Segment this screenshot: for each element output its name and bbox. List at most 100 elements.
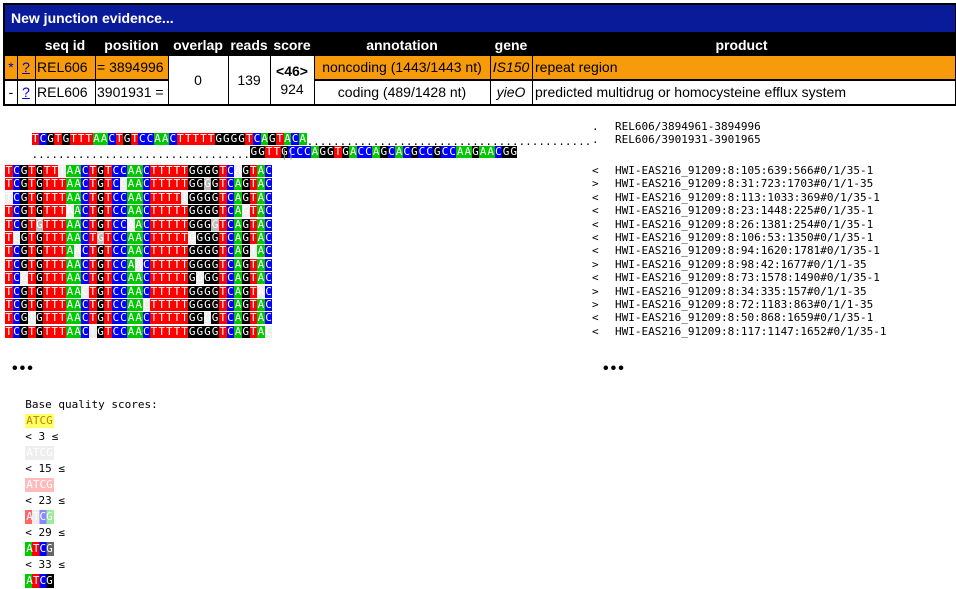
base-cell: C [226, 232, 235, 244]
base-cell: G [35, 218, 44, 231]
base-cell: G [203, 325, 212, 338]
base-cell: T [165, 325, 174, 338]
base-cell: A [66, 325, 74, 338]
base-cell: C [111, 325, 120, 338]
base-cell: T [218, 285, 227, 298]
base-cell: A [73, 245, 82, 258]
base-cell: T [5, 245, 13, 258]
base-cell: C [107, 133, 116, 145]
base-cell: T [249, 165, 258, 177]
read-sequence: TCGTGTTTAACTGTCCAACTTTTTGGGGTCAGTAC [5, 299, 273, 311]
base-cell: A [257, 258, 265, 271]
help-link[interactable]: ? [22, 59, 30, 75]
base-cell: T [5, 299, 13, 311]
base-cell: T [218, 258, 227, 271]
base-cell: T [157, 245, 166, 258]
base-cell: C [264, 205, 273, 218]
read-label: HWI-EAS216_91209:8:106:53:1350#0/1/35-1 [615, 231, 874, 244]
base-cell: C [119, 165, 128, 177]
base-cell: G [20, 312, 28, 325]
base-cell: T [27, 178, 36, 191]
base-cell: G [96, 232, 105, 244]
base-cell: T [27, 285, 36, 298]
base-cell: G [96, 165, 105, 177]
base-cell: C [146, 133, 154, 145]
base-cell: T [50, 205, 59, 218]
base-cell: C [142, 232, 151, 244]
base-cell: T [89, 312, 97, 325]
dash-marker: - [8, 84, 14, 100]
base-cell: A [234, 272, 242, 285]
base-cell: T [27, 205, 36, 218]
base-cell: G [241, 272, 250, 285]
base-cell: A [298, 133, 307, 145]
base-cell: T [150, 325, 158, 338]
product-cell: repeat region [535, 59, 618, 75]
base-cell: G [188, 218, 197, 231]
base-cell: T [31, 133, 40, 145]
base-cell: T [89, 191, 97, 204]
base-cell: C [142, 245, 151, 258]
base-cell: T [150, 218, 158, 231]
base-cell: T [180, 272, 189, 285]
base-cell: T [89, 272, 97, 285]
base-cell: T [165, 245, 174, 258]
help-link[interactable]: ? [22, 84, 30, 100]
base-cell: T [104, 191, 112, 204]
base-cell: T [104, 312, 112, 325]
base-cell: A [66, 165, 74, 177]
read-strand: < [592, 217, 599, 231]
base-cell: T [245, 133, 254, 145]
base-cell: A [153, 133, 162, 145]
base-cell: G [35, 191, 44, 204]
base-cell: T [115, 133, 124, 145]
base-cell: C [142, 258, 151, 271]
base-cell: T [173, 272, 181, 285]
base-cell: G [433, 146, 442, 158]
base-cell: T [180, 245, 189, 258]
base-cell: C [295, 146, 304, 158]
header-product: product [715, 37, 768, 53]
base-cell: T [173, 218, 181, 231]
base-cell: T [173, 258, 181, 271]
base-cell: T [43, 232, 51, 244]
base-cell: G [211, 312, 219, 325]
base-cell: G [241, 165, 250, 177]
base-cell: G [268, 133, 276, 145]
base-cell: C [119, 232, 128, 244]
base-cell: C [357, 146, 365, 158]
base-cell: C [119, 285, 128, 298]
base-cell: T [218, 299, 227, 311]
more-reads-right: ••• [603, 360, 626, 377]
base-cell: T [27, 232, 36, 244]
read-sequence: TCGTGTTTAACTGTCCAACTTTTTGGGGTCAGTAC [5, 178, 273, 191]
base-cell: A [73, 165, 82, 177]
base-cell: A [127, 325, 135, 338]
base-cell: T [104, 165, 112, 177]
read-label: HWI-EAS216_91209:8:73:1578:1490#0/1/35-1 [615, 271, 880, 285]
more-reads-left: ••• [12, 360, 35, 377]
base-cell: G [241, 232, 250, 244]
base-cell: G [35, 205, 44, 218]
base-cell: A [66, 232, 74, 244]
base-cell: G [241, 299, 250, 311]
base-cell: G [280, 146, 289, 158]
read-label: HWI-EAS216_91209:8:94:1620:1781#0/1/35-1 [615, 244, 880, 258]
base-cell: A [66, 245, 74, 258]
base-cell: G [241, 325, 250, 338]
base-cell: C [111, 245, 120, 258]
base-cell: C [119, 205, 128, 218]
base-cell: T [180, 325, 189, 338]
base-cell: G [35, 312, 44, 325]
score-cell: <46> 924 [270, 56, 314, 104]
base-cell: A [73, 205, 82, 218]
base-cell: T [43, 285, 51, 298]
base-cell: T [150, 165, 158, 177]
base-cell: C [264, 178, 273, 191]
base-cell: A [134, 272, 143, 285]
base-cell: T [249, 272, 258, 285]
base-cell: G [241, 191, 250, 204]
base-cell: C [119, 272, 128, 285]
base-cell: C [226, 272, 235, 285]
base-cell: T [157, 205, 166, 218]
